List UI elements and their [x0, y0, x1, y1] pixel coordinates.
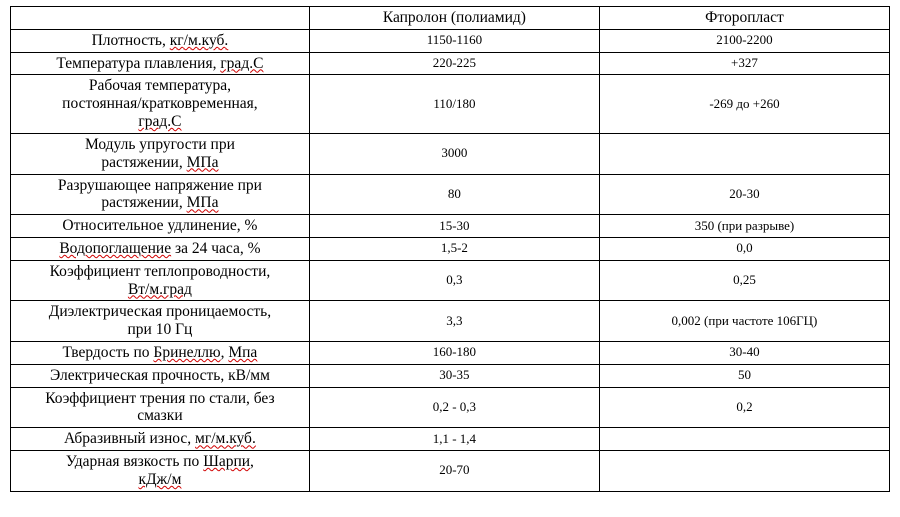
material1-cell: 0,3 [309, 260, 599, 301]
material1-cell: 1150-1160 [309, 29, 599, 52]
property-cell: Рабочая температура,постоянная/кратковре… [11, 75, 310, 133]
material2-cell: -269 до +260 [599, 75, 889, 133]
material1-cell: 3,3 [309, 301, 599, 342]
table-header-row: Капролон (полиамид) Фторопласт [11, 7, 890, 30]
table-row: Модуль упругости прирастяжении, МПа3000 [11, 133, 890, 174]
material2-cell [599, 451, 889, 492]
material1-cell: 15-30 [309, 215, 599, 238]
material1-cell: 1,1 - 1,4 [309, 428, 599, 451]
table-row: Температура плавления, град.С220-225+327 [11, 52, 890, 75]
property-cell: Коэффициент теплопроводности,Вт/м.град [11, 260, 310, 301]
material1-cell: 110/180 [309, 75, 599, 133]
material1-cell: 160-180 [309, 342, 599, 365]
material2-cell: 0,2 [599, 387, 889, 428]
property-cell: Абразивный износ, мг/м.куб. [11, 428, 310, 451]
table-row: Ударная вязкость по Шарпи,кДж/м20-70 [11, 451, 890, 492]
table-row: Коэффициент теплопроводности,Вт/м.град0,… [11, 260, 890, 301]
header-material2: Фторопласт [599, 7, 889, 30]
property-cell: Плотность, кг/м.куб. [11, 29, 310, 52]
material2-cell: 50 [599, 364, 889, 387]
property-cell: Диэлектрическая проницаемость,при 10 Гц [11, 301, 310, 342]
materials-comparison-table: Капролон (полиамид) Фторопласт Плотность… [10, 6, 890, 492]
material2-cell: 2100-2200 [599, 29, 889, 52]
property-cell: Твердость по Бринеллю, Мпа [11, 342, 310, 365]
material1-cell: 3000 [309, 133, 599, 174]
material2-cell: +327 [599, 52, 889, 75]
material1-cell: 30-35 [309, 364, 599, 387]
table-row: Твердость по Бринеллю, Мпа160-18030-40 [11, 342, 890, 365]
material1-cell: 20-70 [309, 451, 599, 492]
property-cell: Ударная вязкость по Шарпи,кДж/м [11, 451, 310, 492]
table-row: Абразивный износ, мг/м.куб.1,1 - 1,4 [11, 428, 890, 451]
table-row: Электрическая прочность, кВ/мм30-3550 [11, 364, 890, 387]
material2-cell: 20-30 [599, 174, 889, 215]
table-row: Относительное удлинение, %15-30350 (при … [11, 215, 890, 238]
material1-cell: 0,2 - 0,3 [309, 387, 599, 428]
property-cell: Коэффициент трения по стали, безсмазки [11, 387, 310, 428]
table-row: Коэффициент трения по стали, безсмазки0,… [11, 387, 890, 428]
table-row: Разрушающее напряжение прирастяжении, МП… [11, 174, 890, 215]
material1-cell: 1,5-2 [309, 237, 599, 260]
property-cell: Электрическая прочность, кВ/мм [11, 364, 310, 387]
property-cell: Модуль упругости прирастяжении, МПа [11, 133, 310, 174]
table-row: Диэлектрическая проницаемость,при 10 Гц3… [11, 301, 890, 342]
material2-cell: 350 (при разрыве) [599, 215, 889, 238]
property-cell: Разрушающее напряжение прирастяжении, МП… [11, 174, 310, 215]
table-row: Водопоглащение за 24 часа, %1,5-20,0 [11, 237, 890, 260]
property-cell: Температура плавления, град.С [11, 52, 310, 75]
material1-cell: 80 [309, 174, 599, 215]
material2-cell: 30-40 [599, 342, 889, 365]
material2-cell [599, 428, 889, 451]
material2-cell [599, 133, 889, 174]
material1-cell: 220-225 [309, 52, 599, 75]
table-row: Рабочая температура,постоянная/кратковре… [11, 75, 890, 133]
property-cell: Водопоглащение за 24 часа, % [11, 237, 310, 260]
material2-cell: 0,25 [599, 260, 889, 301]
header-material1: Капролон (полиамид) [309, 7, 599, 30]
header-property [11, 7, 310, 30]
material2-cell: 0,0 [599, 237, 889, 260]
material2-cell: 0,002 (при частоте 106ГЦ) [599, 301, 889, 342]
property-cell: Относительное удлинение, % [11, 215, 310, 238]
table-row: Плотность, кг/м.куб.1150-11602100-2200 [11, 29, 890, 52]
